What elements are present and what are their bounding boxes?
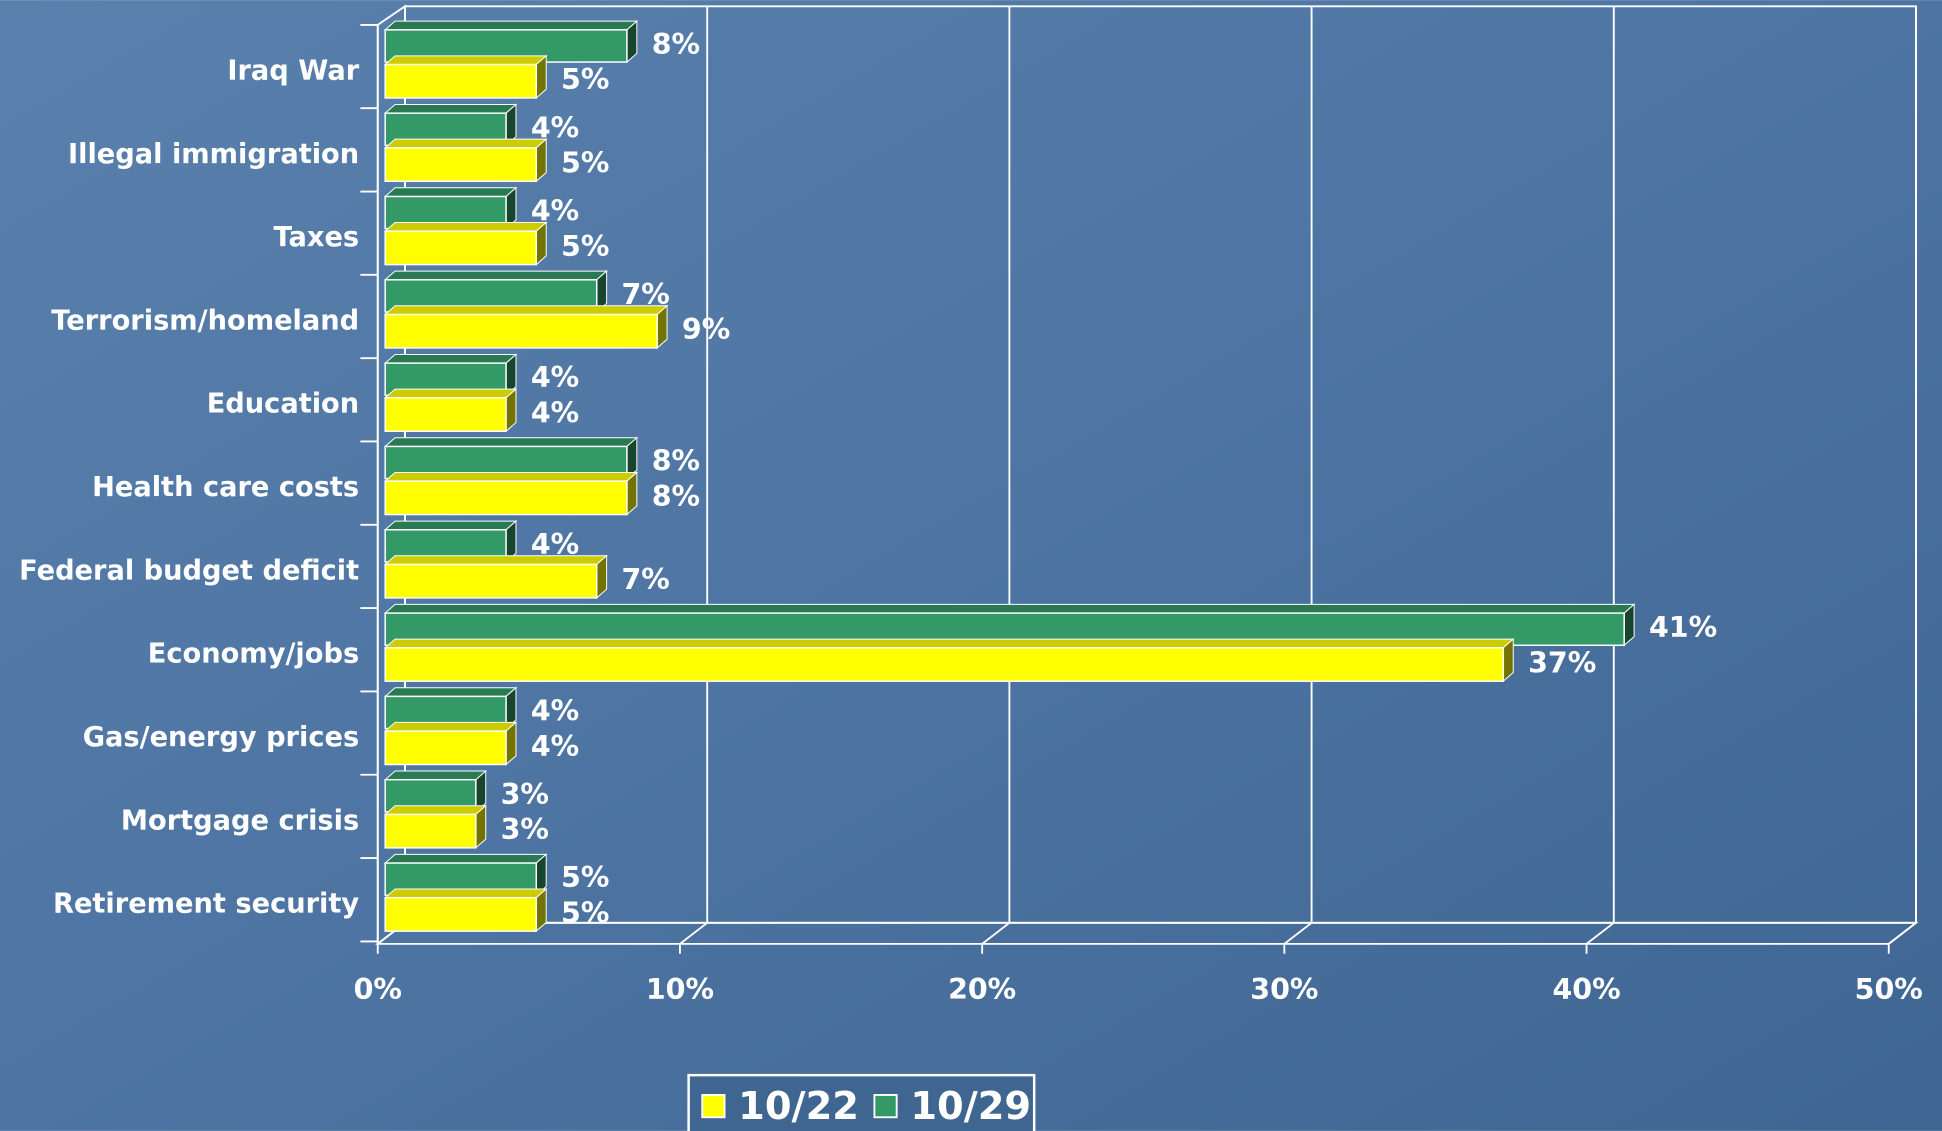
- bar: [384, 480, 628, 516]
- bar-top: [383, 353, 518, 364]
- legend: 10/22 10/29: [687, 1073, 1036, 1131]
- x-tick-label: 50%: [1855, 973, 1923, 1006]
- value-label: 5%: [561, 147, 609, 180]
- grid-line: [1283, 6, 1313, 945]
- bar: [384, 647, 1505, 682]
- bar-top: [383, 638, 1515, 649]
- y-tick-label: Gas/energy prices: [83, 722, 359, 753]
- y-tick-label: Iraq War: [227, 55, 359, 86]
- bar-top: [383, 853, 548, 864]
- bar: [384, 313, 658, 349]
- bar-top: [383, 138, 548, 149]
- legend-label: 10/29: [910, 1084, 1031, 1129]
- value-label: 9%: [682, 313, 730, 346]
- y-tick-label: Mortgage crisis: [121, 805, 359, 836]
- y-tick-label: Health care costs: [92, 472, 359, 503]
- bar-top: [383, 471, 639, 482]
- bar-top: [383, 187, 518, 197]
- legend-swatch: [873, 1094, 898, 1119]
- y-tick-label: Taxes: [273, 222, 359, 253]
- value-label: 7%: [621, 563, 669, 596]
- value-label: 5%: [561, 63, 609, 96]
- bar-top: [383, 770, 488, 781]
- y-tick-label: Education: [207, 389, 359, 420]
- bar-top: [383, 55, 548, 66]
- value-label: 4%: [531, 397, 579, 430]
- bar-top: [383, 20, 639, 31]
- grid-line: [1585, 6, 1615, 945]
- value-label: 8%: [652, 445, 700, 478]
- x-tick-label: 10%: [646, 973, 714, 1006]
- y-tick-label: Terrorism/homeland: [51, 305, 359, 336]
- y-tick-label: Federal budget deficit: [19, 555, 359, 586]
- bar: [384, 563, 598, 599]
- bar-top: [383, 305, 669, 315]
- bar-top: [383, 687, 518, 697]
- value-label: 8%: [652, 28, 700, 61]
- x-tick-label: 0%: [354, 973, 402, 1006]
- bar: [384, 813, 477, 849]
- value-label: 3%: [501, 813, 549, 846]
- bar-top: [383, 721, 518, 732]
- value-label: 5%: [561, 896, 609, 929]
- bar-top: [383, 388, 518, 399]
- bar-top: [383, 221, 548, 232]
- grid-line: [981, 6, 1011, 945]
- bar: [384, 896, 538, 932]
- value-label: 5%: [561, 230, 609, 263]
- grid-line: [679, 6, 709, 945]
- value-label: 4%: [531, 361, 579, 394]
- value-label: 5%: [561, 861, 609, 894]
- bar-top: [383, 805, 488, 815]
- grid-line: [1888, 6, 1917, 945]
- bar-top: [383, 437, 639, 447]
- value-label: 41%: [1649, 611, 1717, 644]
- value-label: 37%: [1528, 646, 1596, 679]
- bar-top: [383, 555, 608, 565]
- y-tick-label: Economy/jobs: [148, 639, 359, 670]
- x-tick-label: 30%: [1250, 973, 1318, 1006]
- legend-swatch: [701, 1094, 726, 1119]
- legend-box: [687, 1073, 1036, 1131]
- x-tick-label: 40%: [1552, 973, 1620, 1006]
- bar-top: [383, 103, 518, 114]
- value-label: 3%: [501, 778, 549, 811]
- value-label: 4%: [531, 694, 579, 727]
- bar: [384, 147, 538, 183]
- y-tick-label: Retirement security: [53, 889, 359, 920]
- bar: [384, 397, 507, 432]
- bar-top: [383, 270, 608, 281]
- bar: [384, 63, 538, 99]
- value-label: 8%: [652, 480, 700, 513]
- bar-top: [383, 888, 548, 899]
- bar-top: [383, 520, 518, 531]
- bar-top: [383, 603, 1636, 614]
- bar: [384, 730, 507, 766]
- y-tick-label: Illegal immigration: [68, 139, 359, 170]
- bar: [384, 230, 538, 266]
- value-label: 4%: [531, 730, 579, 763]
- legend-label: 10/22: [738, 1084, 859, 1129]
- x-tick-label: 20%: [948, 973, 1016, 1006]
